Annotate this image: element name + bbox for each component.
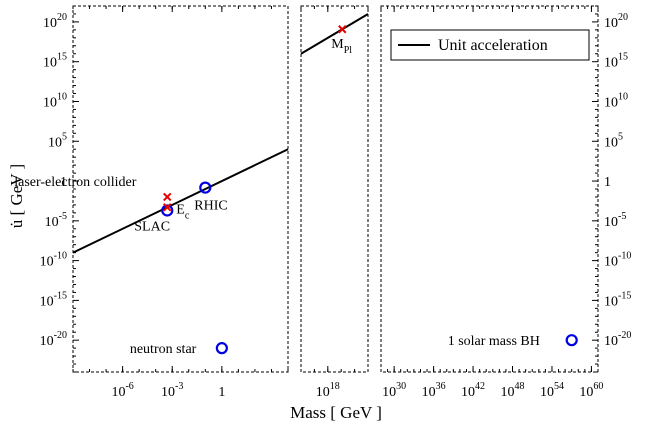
y-tick-label-left: 10-15 xyxy=(40,290,67,309)
point-label-laser-electron-collider: laser-electron collider xyxy=(14,175,136,190)
y-tick-label-left: 10-20 xyxy=(40,330,67,349)
y-tick-label-right: 1015 xyxy=(604,52,628,71)
y-tick-label-right: 1020 xyxy=(604,12,628,31)
y-tick-label-left: 105 xyxy=(48,131,67,150)
series-lines xyxy=(72,13,369,254)
point-label-neutron-star: neutron star xyxy=(130,342,197,357)
y-tick-label-right: 10-5 xyxy=(604,211,626,230)
y-tick-label-left: 10-10 xyxy=(40,251,67,270)
y-tick-label-right: 10-20 xyxy=(604,330,631,349)
point-label-ec: Ec xyxy=(176,202,190,221)
axes-frames xyxy=(72,5,599,373)
x-axis-title: Mass [ GeV ] xyxy=(290,403,382,422)
cross-stroke xyxy=(163,203,172,212)
cross-stroke xyxy=(338,25,347,34)
x-tick-label: 1030 xyxy=(382,381,406,400)
y-tick-label-right: 105 xyxy=(604,131,623,150)
x-tick-label: 1048 xyxy=(501,381,525,400)
x-axis-ticks: 10-6 10-3 1 1018 1030 1036 1042 1048 1054 1060 xyxy=(72,6,603,400)
point-labels: SLAC RHIC neutron star 1 solar mass BH laser… xyxy=(14,37,540,357)
panel-frame-1 xyxy=(72,5,289,373)
y-tick-label-left: 1 xyxy=(60,175,67,190)
x-tick-label: 1054 xyxy=(540,381,564,400)
y-tick-label-right: 10-15 xyxy=(604,290,631,309)
y-tick-label-left: 1010 xyxy=(43,91,67,110)
y-axis-title: u̇ [ GeV ] xyxy=(7,164,26,228)
point-label-rhic: RHIC xyxy=(194,199,227,214)
x-tick-label: 1042 xyxy=(461,381,485,400)
y-tick-label-left: 10-5 xyxy=(45,211,67,230)
x-tick-label: 1018 xyxy=(316,381,340,400)
marker-cross-laser-electron-collider xyxy=(163,192,172,202)
y-tick-label-left: 1020 xyxy=(43,12,67,31)
x-tick-label: 10-3 xyxy=(161,381,183,400)
marker-circle-1-solar-mass-bh xyxy=(565,334,578,347)
panel-frame-3 xyxy=(380,5,599,373)
marker-circle-slac xyxy=(161,204,174,217)
x-tick-label: 1060 xyxy=(579,381,603,400)
x-tick-label: 10-6 xyxy=(111,381,133,400)
y-axis-ticks: 1020 1020 1015 1015 1010 1010 105 105 1 1 10-5 10-5… xyxy=(40,5,631,373)
marker-circle-neutron-star xyxy=(215,342,228,355)
unit-acceleration-line-2 xyxy=(300,13,369,55)
panel-frame-2 xyxy=(300,5,369,373)
cross-stroke xyxy=(163,192,172,202)
legend-label-unit-acceleration: Unit acceleration xyxy=(438,37,548,54)
data-markers xyxy=(161,25,578,355)
point-label-mpl: MPl xyxy=(331,37,352,56)
legend: Unit acceleration xyxy=(390,29,590,61)
x-tick-label: 1 xyxy=(218,385,225,400)
y-tick-label-right: 1 xyxy=(604,175,611,190)
marker-circle-rhic xyxy=(199,181,212,194)
point-label-slac: SLAC xyxy=(134,219,170,234)
y-tick-label-left: 1015 xyxy=(43,52,67,71)
unit-acceleration-line-1 xyxy=(72,148,289,254)
marker-cross-ec xyxy=(163,203,172,212)
point-label-1-solar-mass-bh: 1 solar mass BH xyxy=(448,334,540,349)
y-tick-label-right: 10-10 xyxy=(604,251,631,270)
marker-cross-mpl xyxy=(338,25,347,34)
y-tick-label-right: 1010 xyxy=(604,91,628,110)
x-tick-label: 1036 xyxy=(422,381,446,400)
